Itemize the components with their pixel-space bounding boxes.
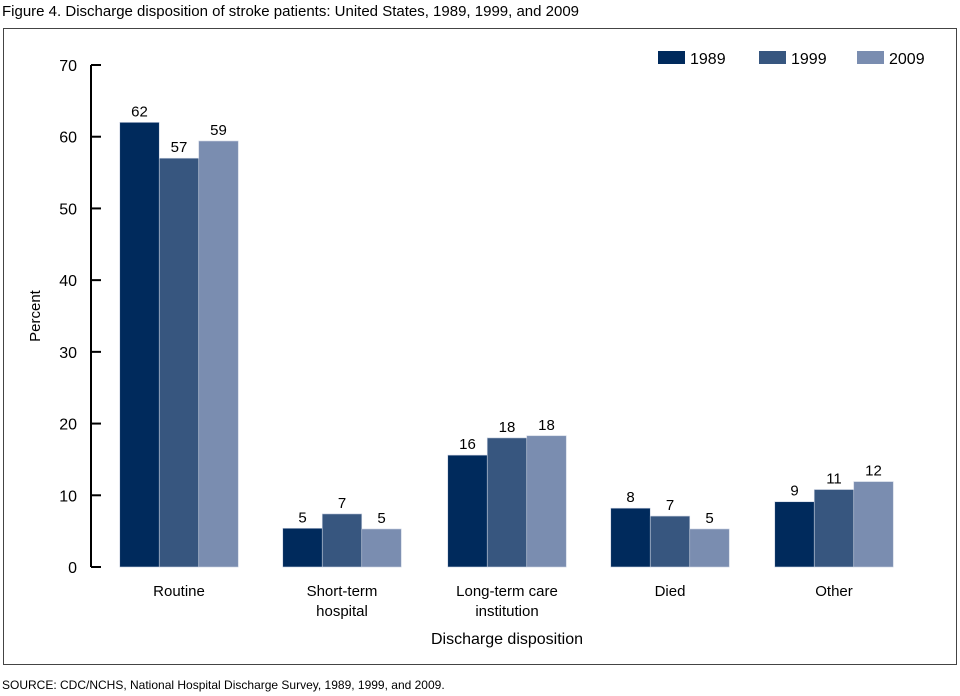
x-tick-label: institution — [475, 603, 538, 620]
y-tick-label: 30 — [59, 345, 77, 362]
data-label: 5 — [298, 509, 306, 526]
legend-swatch — [658, 51, 685, 64]
data-label: 5 — [377, 510, 385, 527]
bar-1989 — [610, 507, 651, 568]
data-label: 9 — [790, 483, 798, 500]
bar-1999 — [813, 489, 855, 568]
y-tick-label: 20 — [59, 417, 77, 434]
x-tick-label: Long-term care — [456, 583, 558, 600]
y-tick-label: 60 — [59, 130, 77, 147]
data-label: 8 — [626, 489, 634, 506]
data-label: 57 — [171, 139, 188, 156]
legend-swatch — [759, 51, 786, 64]
x-tick-label: Died — [655, 583, 686, 600]
data-label: 62 — [131, 103, 148, 120]
data-label: 18 — [499, 419, 516, 436]
data-label: 5 — [705, 510, 713, 527]
legend-label: 2009 — [889, 51, 925, 68]
bar-2009 — [526, 435, 567, 568]
bar-1999 — [649, 515, 691, 568]
y-tick-label: 40 — [59, 273, 77, 290]
y-tick-label: 10 — [59, 488, 77, 505]
x-tick-label: Short-term — [307, 583, 378, 600]
data-label: 12 — [865, 463, 882, 480]
bar-1999 — [158, 157, 200, 568]
data-label: 7 — [666, 497, 674, 514]
bar-1999 — [321, 513, 363, 568]
bar-1999 — [486, 437, 528, 568]
legend-swatch — [857, 51, 884, 64]
data-label: 11 — [826, 471, 842, 488]
x-axis-label: Discharge disposition — [431, 631, 583, 648]
chart-frame — [3, 28, 957, 665]
bar-1989 — [282, 527, 323, 568]
bar-2009 — [853, 481, 894, 568]
bar-1989 — [774, 501, 815, 568]
y-tick-label: 50 — [59, 201, 77, 218]
legend-label: 1999 — [791, 51, 827, 68]
data-label: 59 — [210, 122, 227, 139]
bar-1989 — [119, 122, 160, 568]
data-label: 7 — [338, 495, 346, 512]
x-tick-label: Other — [815, 583, 853, 600]
data-label: 18 — [538, 417, 555, 434]
y-tick-label: 70 — [59, 58, 77, 75]
legend-label: 1989 — [690, 51, 726, 68]
bar-2009 — [689, 528, 730, 568]
y-axis-label: Percent — [27, 289, 44, 342]
bar-2009 — [198, 140, 239, 568]
bar-1989 — [447, 454, 488, 568]
source-note: SOURCE: CDC/NCHS, National Hospital Disc… — [2, 678, 445, 692]
x-tick-label: hospital — [316, 603, 368, 620]
data-label: 16 — [459, 436, 476, 453]
y-tick-label: 0 — [68, 560, 77, 577]
bar-2009 — [361, 528, 402, 568]
x-tick-label: Routine — [153, 583, 205, 600]
chart-title: Figure 4. Discharge disposition of strok… — [2, 3, 580, 20]
